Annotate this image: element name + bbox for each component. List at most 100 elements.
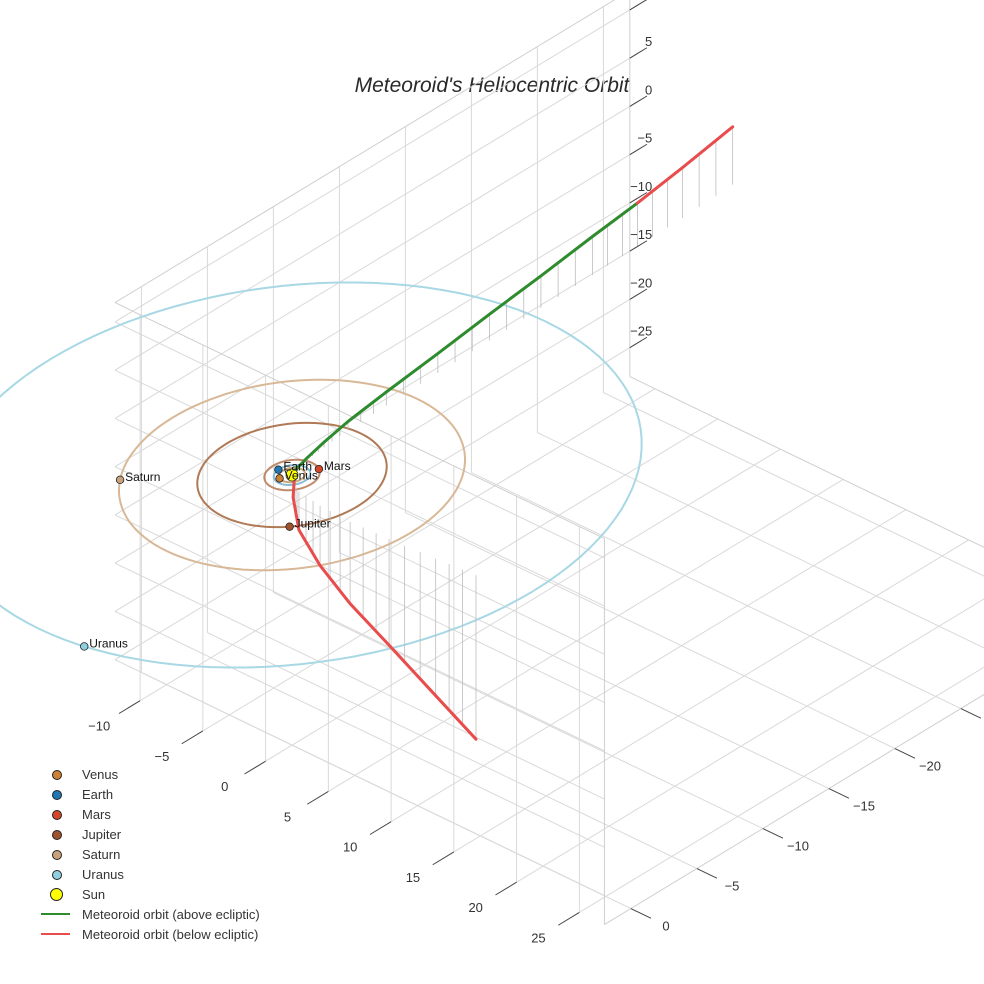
x-tick-mark <box>244 760 266 775</box>
y-tick-label: −10 <box>787 838 809 853</box>
grid-line <box>114 562 605 800</box>
legend-marker-swatch <box>36 804 76 824</box>
legend-marker-swatch <box>36 884 76 904</box>
y-tick-mark <box>696 868 718 879</box>
grid-line <box>114 57 631 371</box>
axis-grid <box>114 0 984 925</box>
planet-saturn <box>115 475 125 485</box>
grid-line <box>114 417 605 655</box>
planet-label-uranus: Uranus <box>89 636 128 650</box>
legend-item[interactable]: Earth <box>36 784 260 804</box>
legend-item[interactable]: Meteoroid orbit (above ecliptic) <box>36 904 260 924</box>
axis-ticks: −10−50510152025−35−30−25−20−15−10−50−25−… <box>88 0 982 945</box>
z-tick-mark <box>629 240 648 252</box>
grid-line <box>328 479 844 792</box>
legend-marker-swatch <box>36 764 76 784</box>
z-tick-mark <box>629 47 648 59</box>
grid-line <box>207 632 698 870</box>
grid-line <box>114 347 631 661</box>
grid-line <box>114 321 605 559</box>
drop-lines <box>292 126 734 740</box>
orbit-venus <box>277 466 307 484</box>
meteoroid-series <box>291 125 735 741</box>
orbit-uranus <box>0 281 643 669</box>
legend-item[interactable]: Jupiter <box>36 824 260 844</box>
x-tick-label: 5 <box>284 809 291 824</box>
grid-line <box>273 592 764 830</box>
z-tick-label: −10 <box>630 179 652 194</box>
grid-line <box>603 392 984 577</box>
legend-marker-swatch <box>36 784 76 804</box>
grid-line <box>114 659 605 897</box>
planet-jupiter <box>285 522 294 531</box>
grid-line <box>405 512 896 750</box>
z-tick-label: 10 <box>638 0 652 1</box>
grid-line <box>114 154 631 468</box>
legend-label: Uranus <box>82 866 124 882</box>
x-tick-mark <box>306 791 329 805</box>
x-tick-mark <box>495 881 517 896</box>
meteoroid-below-inner <box>291 469 478 741</box>
grid-line <box>202 418 718 732</box>
orbit-jupiter <box>196 421 388 529</box>
grid-line <box>114 9 631 323</box>
legend-label: Meteoroid orbit (above ecliptic) <box>82 906 260 922</box>
z-tick-label: −15 <box>630 227 652 242</box>
planet-label-jupiter: Jupiter <box>295 517 331 531</box>
y-tick-label: −15 <box>853 798 875 813</box>
planet-uranus <box>80 642 89 651</box>
legend-item[interactable]: Uranus <box>36 864 260 884</box>
grid-line <box>114 298 631 612</box>
meteoroid-above <box>293 201 639 473</box>
y-tick-mark <box>762 828 784 839</box>
grid-line <box>390 509 907 823</box>
z-tick-mark <box>629 336 648 349</box>
y-tick-mark <box>630 908 652 919</box>
grid-line <box>114 105 631 419</box>
z-tick-label: 0 <box>645 82 652 97</box>
x-tick-mark <box>369 821 392 835</box>
grid-line <box>516 598 984 883</box>
y-tick-mark <box>828 788 850 799</box>
legend-item[interactable]: Meteoroid orbit (below ecliptic) <box>36 924 260 944</box>
y-tick-label: −20 <box>919 758 941 773</box>
planet-label-earth: Earth <box>283 460 312 474</box>
legend-marker-swatch <box>36 844 76 864</box>
x-tick-label: −10 <box>88 719 110 734</box>
legend-item[interactable]: Sun <box>36 884 260 904</box>
grid-line <box>537 432 984 649</box>
planet-venus <box>275 474 284 483</box>
grid-line <box>114 250 631 564</box>
z-tick-mark <box>629 143 648 156</box>
legend-item[interactable]: Saturn <box>36 844 260 864</box>
axis-edge <box>114 302 605 540</box>
legend-label: Jupiter <box>82 826 122 842</box>
legend-label: Sun <box>82 886 106 902</box>
legend-line-swatch <box>36 924 76 944</box>
z-tick-label: −25 <box>630 324 652 339</box>
grid-line <box>265 448 781 762</box>
legend: Venus Earth Mars Jupiter Saturn Uranus Sun Mete… <box>36 764 260 944</box>
grid-line <box>114 369 605 607</box>
grid-line <box>114 466 605 704</box>
z-tick-mark <box>629 192 648 204</box>
z-tick-label: −5 <box>637 131 652 146</box>
y-tick-label: −5 <box>725 878 740 893</box>
z-tick-label: −20 <box>630 275 652 290</box>
axis-edge <box>114 0 616 304</box>
legend-label: Venus <box>82 766 119 782</box>
y-tick-mark <box>960 708 982 719</box>
legend-item[interactable]: Mars <box>36 804 260 824</box>
planet-orbits <box>0 281 643 669</box>
grid-line <box>471 472 962 710</box>
legend-label: Earth <box>82 786 114 802</box>
meteoroid-below-outer <box>635 125 735 205</box>
legend-item[interactable]: Venus <box>36 764 260 784</box>
legend-label: Mars <box>82 806 111 822</box>
x-tick-mark <box>432 851 455 866</box>
grid-line <box>114 610 605 848</box>
x-tick-label: 20 <box>468 900 482 915</box>
planet-label-mars: Mars <box>324 459 351 473</box>
